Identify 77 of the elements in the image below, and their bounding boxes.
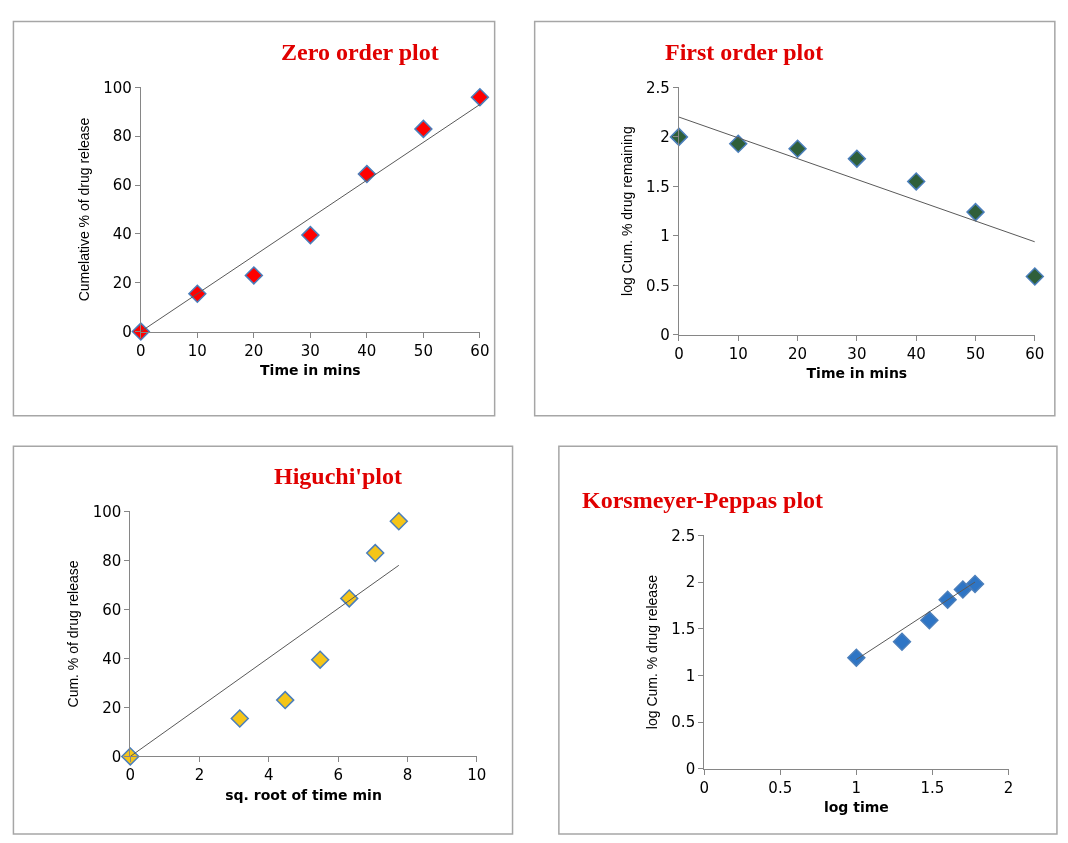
x-tick-label: 0.5 (768, 778, 793, 797)
point (847, 149, 867, 168)
point (275, 690, 295, 710)
y-tick-label: 100 (103, 78, 132, 97)
y-tick-label: 2 (685, 573, 696, 592)
y-tick-label: 0 (660, 326, 670, 345)
y-tick-label: 60 (112, 176, 132, 195)
point (470, 87, 490, 107)
x-tick-label: 0 (699, 778, 709, 797)
x-tick-label: 6 (333, 766, 343, 785)
y-tick-label: 20 (112, 273, 132, 292)
x-tick-label: 1 (851, 778, 862, 797)
y-axis-title: log Cum. % drug remaining (618, 126, 635, 296)
point (310, 650, 330, 669)
chart-title: Zero order plot (281, 39, 439, 65)
x-tick-label: 20 (788, 344, 808, 363)
y-tick-label: 0 (122, 322, 132, 341)
y-tick-label: 100 (92, 502, 122, 521)
y-tick-label: 0 (111, 747, 122, 766)
point (966, 202, 985, 222)
x-tick-label: 40 (906, 344, 926, 363)
y-tick-label: 80 (102, 551, 122, 570)
point (389, 512, 408, 531)
point (920, 611, 939, 630)
chart-title: Higuchi'plot (274, 463, 403, 489)
y-tick-label: 1.5 (671, 619, 696, 638)
x-axis-title: Time in mins (260, 361, 361, 378)
point (788, 139, 807, 158)
chart-title: Korsmeyer-Peppas plot (582, 487, 824, 513)
x-tick-label: 10 (187, 341, 207, 360)
point (230, 709, 249, 728)
point (1025, 267, 1045, 286)
x-tick-label: 2 (1003, 778, 1014, 797)
y-tick-label: 1 (660, 227, 670, 246)
x-tick-label: 50 (413, 341, 433, 360)
y-tick-label: 2.5 (646, 78, 670, 97)
chart-title: First order plot (665, 39, 824, 65)
y-tick-label: 20 (102, 698, 122, 717)
x-tick-label: 0 (136, 341, 146, 360)
x-tick-label: 1.5 (920, 778, 945, 797)
y-tick-label: 2.5 (671, 526, 696, 545)
x-axis-title: Time in mins (806, 365, 908, 382)
y-tick-label: 2 (660, 128, 670, 147)
x-tick-label: 8 (402, 766, 413, 785)
point (244, 266, 264, 285)
y-axis-title: Cumelative % of drug release (75, 117, 92, 302)
x-tick-label: 30 (300, 341, 320, 360)
x-tick-label: 50 (965, 344, 986, 363)
x-tick-label: 20 (244, 341, 264, 360)
point (414, 119, 433, 139)
y-tick-label: 0.5 (671, 713, 696, 732)
y-tick-label: 1 (685, 666, 696, 685)
x-tick-label: 4 (264, 766, 274, 785)
x-axis-title: sq. root of time min (225, 786, 382, 803)
y-tick-label: 60 (102, 600, 122, 619)
x-tick-label: 30 (847, 344, 867, 363)
point (847, 648, 866, 667)
x-tick-label: 60 (1025, 344, 1045, 363)
y-axis-title: log Cum. % drug release (643, 574, 660, 730)
y-tick-label: 1.5 (646, 177, 670, 196)
x-tick-label: 60 (470, 341, 490, 360)
x-tick-label: 40 (357, 341, 377, 360)
y-tick-label: 40 (102, 649, 122, 668)
x-axis-title: log time (823, 799, 889, 816)
point (892, 632, 912, 652)
point (965, 574, 985, 594)
y-tick-label: 40 (112, 225, 132, 244)
point (907, 172, 926, 191)
point (729, 134, 748, 154)
x-tick-label: 10 (467, 766, 487, 785)
point (301, 225, 320, 245)
x-tick-label: 10 (728, 344, 748, 363)
y-tick-label: 80 (112, 127, 132, 146)
y-tick-label: 0.5 (646, 276, 670, 295)
x-tick-label: 2 (194, 766, 205, 785)
y-axis-title: Cum. % of drug release (65, 560, 82, 708)
point (366, 543, 385, 563)
